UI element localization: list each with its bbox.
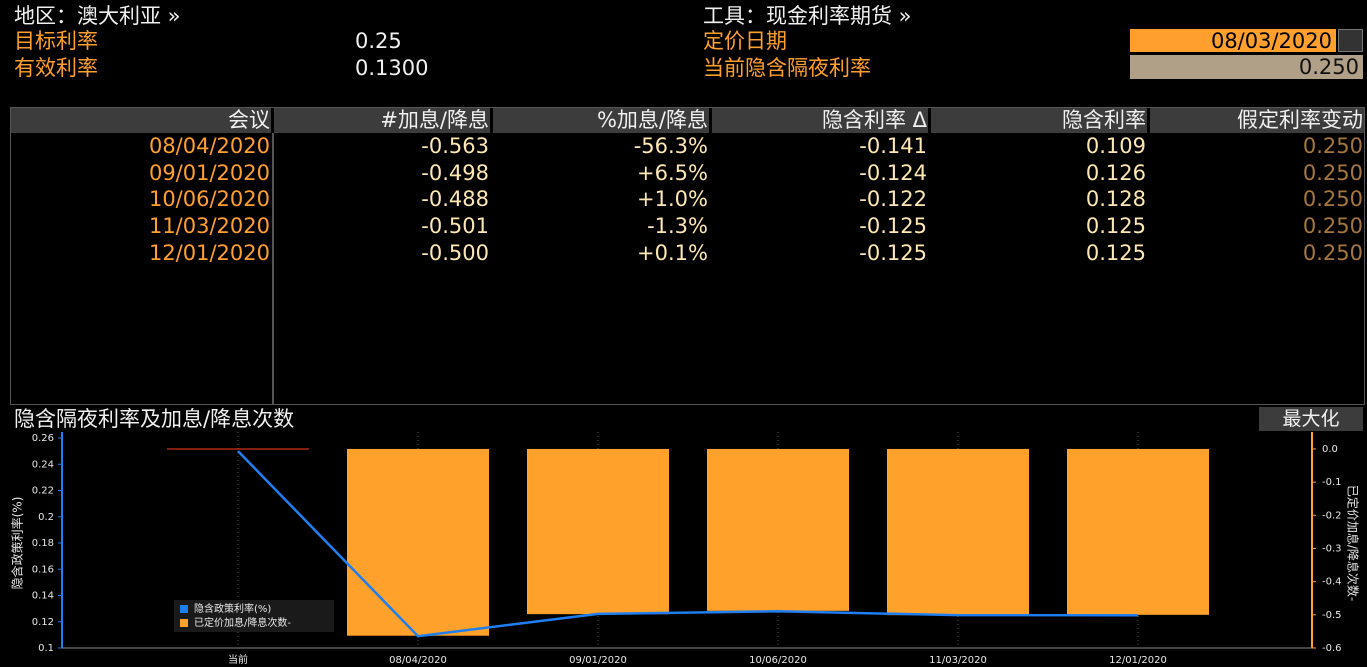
legend-swatch (180, 619, 188, 627)
y-tick-label: 0.2 (38, 512, 54, 523)
bar (347, 448, 489, 636)
cell: -0.501 (421, 214, 489, 239)
column-header: 隐含利率 (1062, 108, 1146, 132)
cell: +0.1% (637, 240, 708, 265)
chart: 0.1 0.12 0.14 0.16 0.18 0.2 0.22 0.24 0.26 -0.6 -0… (10, 432, 1361, 666)
bar (707, 448, 849, 611)
y-tick-label: 0.22 (32, 486, 54, 497)
x-tick-label: 当前 (228, 653, 248, 666)
cell: 0.125 (1085, 214, 1146, 239)
cell: -0.500 (421, 240, 489, 265)
table-header (11, 108, 1364, 133)
cell: -0.122 (859, 187, 927, 212)
cell: -0.125 (859, 214, 927, 239)
cell: 08/04/2020 (148, 134, 270, 158)
y2-tick-label: -0.3 (1322, 543, 1342, 554)
calendar-button[interactable] (1338, 29, 1363, 52)
cell: -0.488 (421, 187, 489, 212)
table-frame (10, 107, 1365, 405)
cell: 0.109 (1085, 134, 1146, 158)
y-tick-label: 0.24 (32, 459, 54, 470)
y2-tick-label: -0.2 (1322, 510, 1342, 521)
y2-tick-label: 0.0 (1322, 444, 1338, 455)
cell: 12/01/2020 (148, 240, 270, 265)
x-tick-label: 09/01/2020 (569, 655, 627, 666)
cell: 10/06/2020 (148, 187, 270, 212)
legend-swatch (180, 605, 188, 613)
maximize-label[interactable]: 最大化 (1282, 408, 1340, 430)
cell: 0.250 (1302, 214, 1363, 239)
y-tick-label: 0.12 (32, 617, 54, 628)
column-divider (272, 108, 274, 404)
label: 当前隐含隔夜利率 (703, 56, 871, 80)
header-divider (928, 108, 931, 133)
label: 定价日期 (703, 29, 787, 53)
y-tick-label: 0.1 (38, 643, 54, 654)
chart-title: 隐含隔夜利率及加息/降息次数 (14, 407, 295, 431)
column-header: %加息/降息 (596, 108, 708, 132)
legend-label: 已定价加息/降息次数- (194, 616, 291, 629)
value: 0.25 (355, 29, 402, 53)
cell: -0.125 (859, 240, 927, 265)
y2-tick-label: -0.5 (1322, 610, 1342, 621)
instrument[interactable]: 工具：现金利率期货 » (703, 4, 912, 28)
column-header: 隐含利率 Δ (821, 108, 927, 132)
header-divider (490, 108, 493, 133)
cell: 0.128 (1085, 187, 1146, 212)
cell: +6.5% (637, 160, 708, 185)
region[interactable]: 地区：澳大利亚 » (14, 4, 181, 28)
legend (174, 600, 334, 632)
bar (527, 448, 669, 615)
column-header: #加息/降息 (380, 108, 489, 132)
date-value[interactable]: 08/03/2020 (1210, 29, 1332, 53)
header-divider (709, 108, 712, 133)
x-tick-label: 08/04/2020 (389, 655, 447, 666)
x-tick-label: 10/06/2020 (749, 655, 807, 666)
label: 目标利率 (14, 29, 98, 53)
rate-box (1130, 55, 1363, 79)
cell: -0.498 (421, 160, 489, 185)
maximize-button[interactable] (1259, 407, 1363, 431)
line (237, 450, 1138, 638)
header-divider (271, 108, 274, 133)
x-tick-label: 12/01/2020 (1109, 655, 1167, 666)
rate-value: 0.250 (1298, 55, 1359, 79)
y-tick-label: 0.18 (32, 538, 54, 549)
cell: 0.125 (1085, 240, 1146, 265)
cell: 11/03/2020 (148, 214, 270, 239)
cell: 0.250 (1302, 240, 1363, 265)
y-tick-label: 0.16 (32, 564, 54, 575)
legend-label: 隐含政策利率(%) (194, 602, 271, 615)
value: 0.1300 (355, 56, 429, 80)
cell: 0.126 (1085, 160, 1146, 185)
cell: +1.0% (637, 187, 708, 212)
y2-axis-label: 已定价加息/降息次数- (1346, 485, 1361, 601)
cell: 0.250 (1302, 160, 1363, 185)
cell: 0.250 (1302, 134, 1363, 158)
y2-tick-label: -0.4 (1322, 577, 1342, 588)
cell: -1.3% (647, 214, 708, 239)
header-divider (1147, 108, 1150, 133)
bar (1067, 448, 1209, 615)
cell: -0.141 (859, 134, 927, 158)
cell: -56.3% (633, 134, 708, 158)
cell: 0.250 (1302, 187, 1363, 212)
y2-tick-label: -0.1 (1322, 477, 1342, 488)
label: 有效利率 (14, 56, 98, 80)
y-axis-label: 隐含政策利率(%) (10, 497, 25, 590)
cell: 09/01/2020 (148, 160, 270, 185)
date-input[interactable] (1130, 29, 1336, 52)
bar (887, 448, 1029, 616)
y-tick-label: 0.26 (32, 433, 54, 444)
x-tick-label: 11/03/2020 (929, 655, 987, 666)
y2-tick-label: -0.6 (1322, 643, 1342, 654)
cell: -0.563 (421, 134, 489, 158)
cell: -0.124 (859, 160, 927, 185)
y-tick-label: 0.14 (32, 591, 54, 602)
column-header: 会议 (228, 108, 270, 132)
column-header: 假定利率变动 (1237, 108, 1363, 132)
